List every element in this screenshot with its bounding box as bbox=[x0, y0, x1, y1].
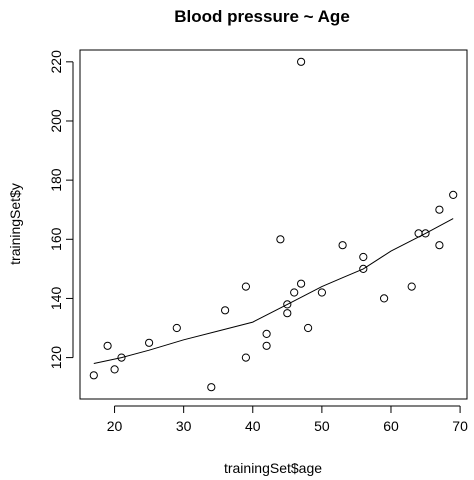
data-point bbox=[435, 205, 444, 214]
data-point bbox=[297, 279, 306, 288]
data-point bbox=[407, 282, 416, 291]
y-tick-label: 160 bbox=[48, 227, 64, 251]
data-point bbox=[221, 306, 230, 315]
x-axis: 20 30 40 50 60 70 bbox=[107, 405, 468, 434]
data-point bbox=[359, 264, 368, 273]
y-tick-label: 220 bbox=[48, 50, 64, 74]
data-point bbox=[145, 338, 154, 347]
data-point bbox=[117, 353, 126, 362]
x-tick-label: 60 bbox=[383, 418, 399, 434]
y-tick-label: 180 bbox=[48, 168, 64, 192]
data-point bbox=[414, 229, 423, 238]
data-point bbox=[172, 323, 181, 333]
plot-frame bbox=[79, 49, 468, 400]
x-tick-label: 50 bbox=[314, 418, 330, 434]
data-point bbox=[449, 190, 458, 199]
data-point bbox=[110, 365, 119, 374]
y-axis: 120 140 160 180 200 220 bbox=[48, 50, 74, 370]
x-tick-label: 30 bbox=[176, 418, 192, 434]
x-axis-label: trainingSet$age bbox=[224, 460, 322, 476]
data-point bbox=[283, 300, 292, 309]
y-tick-label: 120 bbox=[48, 346, 64, 370]
y-tick-label: 200 bbox=[48, 109, 64, 133]
data-point bbox=[317, 288, 326, 297]
chart-title: Blood pressure ~ Age bbox=[174, 7, 350, 26]
data-point bbox=[262, 341, 271, 350]
data-point bbox=[276, 235, 285, 244]
data-point bbox=[297, 57, 306, 66]
data-point bbox=[304, 323, 313, 333]
data-point bbox=[103, 341, 112, 350]
x-tick-label: 70 bbox=[452, 418, 468, 434]
data-point bbox=[89, 371, 98, 380]
data-point bbox=[283, 309, 292, 318]
data-point bbox=[241, 282, 250, 291]
x-tick-label: 20 bbox=[107, 418, 123, 434]
data-point bbox=[380, 294, 389, 303]
data-point bbox=[262, 329, 271, 338]
data-point bbox=[421, 229, 430, 238]
data-point bbox=[290, 288, 299, 297]
data-point bbox=[338, 241, 347, 250]
x-tick-label: 40 bbox=[245, 418, 261, 434]
y-tick-label: 140 bbox=[48, 287, 64, 311]
data-point bbox=[435, 241, 444, 250]
data-point bbox=[241, 353, 250, 362]
data-point bbox=[207, 383, 216, 392]
data-points bbox=[89, 57, 458, 392]
y-axis-label: trainingSet$y bbox=[7, 183, 23, 265]
data-point bbox=[359, 252, 368, 262]
smooth-line bbox=[93, 218, 454, 364]
